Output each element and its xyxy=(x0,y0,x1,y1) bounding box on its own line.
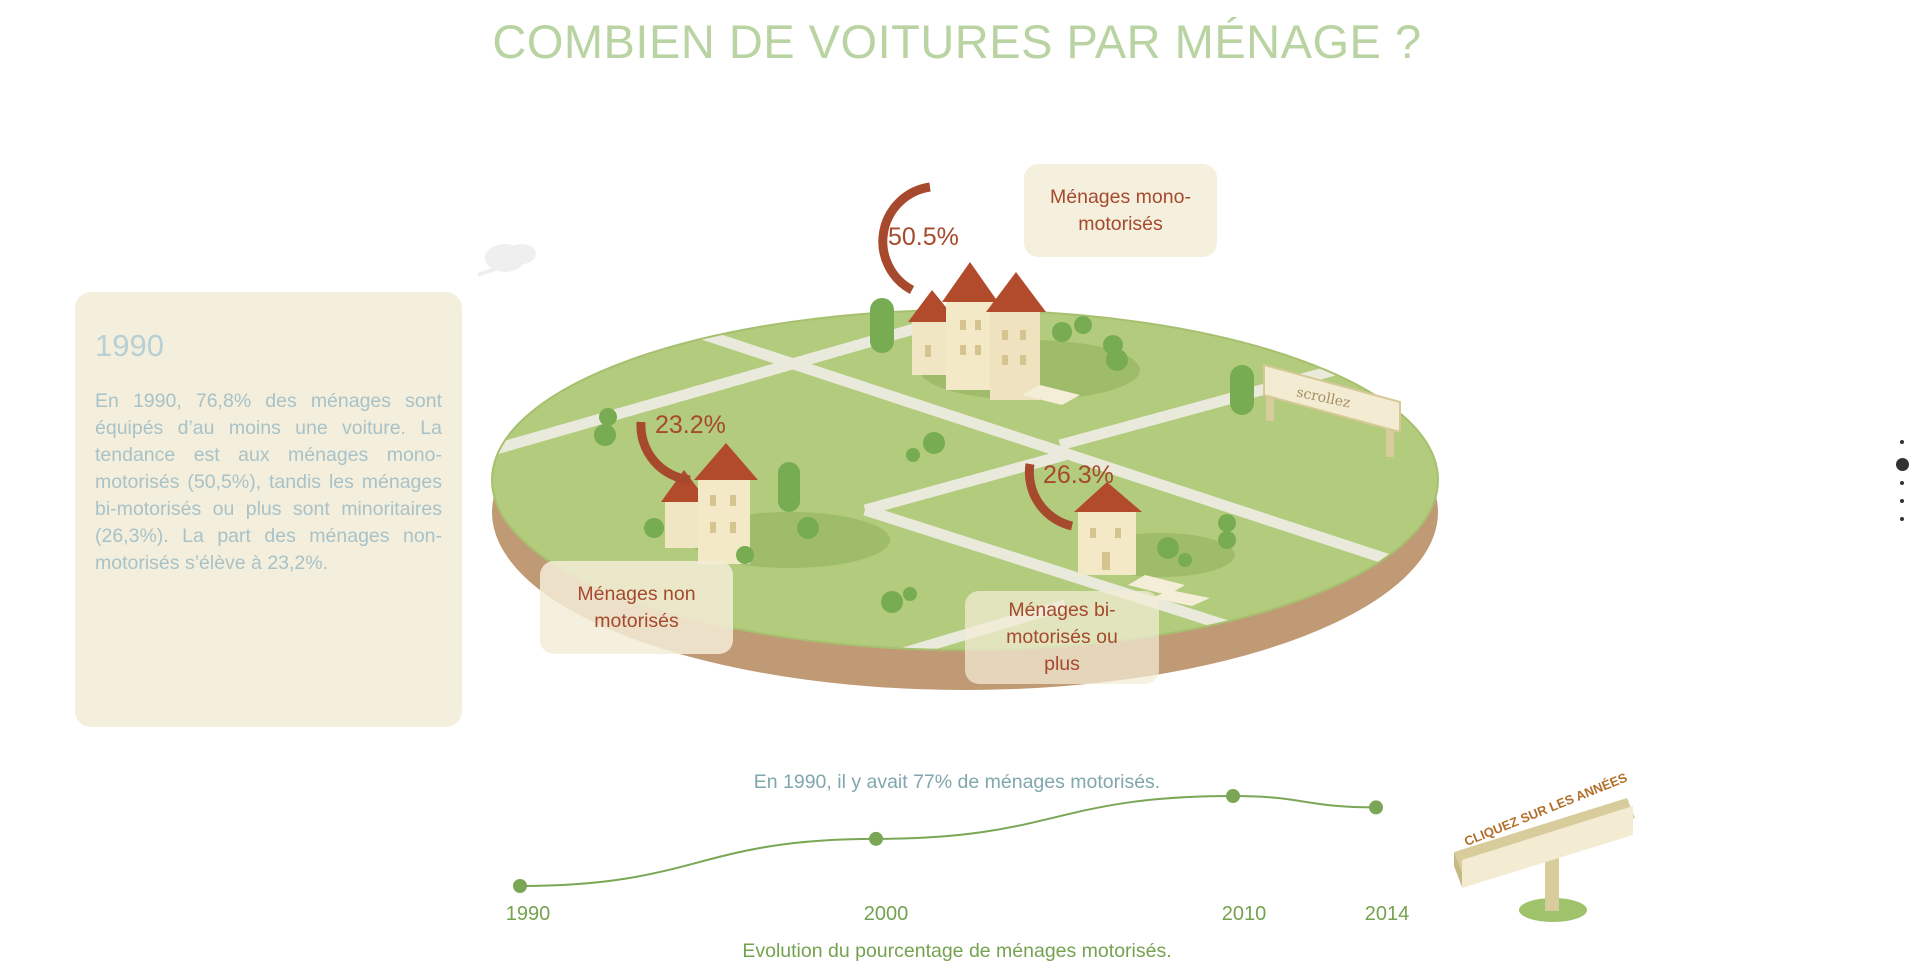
evolution-caption: Evolution du pourcentage de ménages moto… xyxy=(742,940,1172,962)
info-year: 1990 xyxy=(95,328,164,363)
pct-non: 23.2% xyxy=(655,411,726,439)
label-non-text: Ménages non motorisés xyxy=(577,582,696,632)
year-button-1990[interactable]: 1990 xyxy=(505,903,551,925)
year-button-2014[interactable]: 2014 xyxy=(1364,903,1410,925)
nav-dot-1[interactable] xyxy=(1900,440,1904,444)
trees xyxy=(594,298,1254,613)
year-button-2000[interactable]: 2000 xyxy=(863,903,909,925)
cloud-icon xyxy=(477,244,536,277)
mono-houses-illustration xyxy=(908,262,1080,405)
bi-motorised-house-illustration xyxy=(1074,482,1210,606)
page-title: COMBIEN DE VOITURES PAR MÉNAGE ? xyxy=(492,15,1422,68)
nav-dot-4[interactable] xyxy=(1900,499,1904,503)
section-dot-navigation xyxy=(1896,440,1909,535)
info-card: 1990 En 1990, 76,8% des ménages sont équ… xyxy=(75,292,462,727)
label-bi-motorises: Ménages bi-motorisés ou plus xyxy=(965,591,1159,684)
info-text: En 1990, 76,8% des ménages sont équipés … xyxy=(95,390,442,574)
nav-dot-5[interactable] xyxy=(1900,517,1904,521)
years-signpost xyxy=(1454,798,1635,922)
label-mono-text: Ménages mono-motorisés xyxy=(1050,185,1191,235)
evolution-point-2000[interactable] xyxy=(869,831,883,846)
evolution-line-chart xyxy=(513,789,1383,893)
nav-dot-3[interactable] xyxy=(1900,481,1904,485)
label-non-motorises: Ménages non motorisés xyxy=(540,561,733,654)
arc-bi xyxy=(1024,463,1074,531)
label-mono-motorises: Ménages mono-motorisés xyxy=(1024,164,1217,257)
evolution-sentence: En 1990, il y avait 77% de ménages motor… xyxy=(753,771,1161,793)
year-button-2010[interactable]: 2010 xyxy=(1221,903,1267,925)
arc-mono xyxy=(878,182,931,294)
evolution-point-2010[interactable] xyxy=(1226,789,1240,803)
nav-dot-2[interactable] xyxy=(1896,458,1909,471)
evolution-line xyxy=(519,794,1377,887)
arc-non xyxy=(636,421,691,485)
evolution-point-1990[interactable] xyxy=(513,879,527,893)
scrollez-signpost xyxy=(1263,363,1401,457)
evolution-point-2014[interactable] xyxy=(1369,800,1383,815)
label-bi-text: Ménages bi-motorisés ou plus xyxy=(1006,599,1118,675)
pct-bi: 26.3% xyxy=(1043,461,1114,489)
pct-mono: 50.5% xyxy=(888,223,959,251)
